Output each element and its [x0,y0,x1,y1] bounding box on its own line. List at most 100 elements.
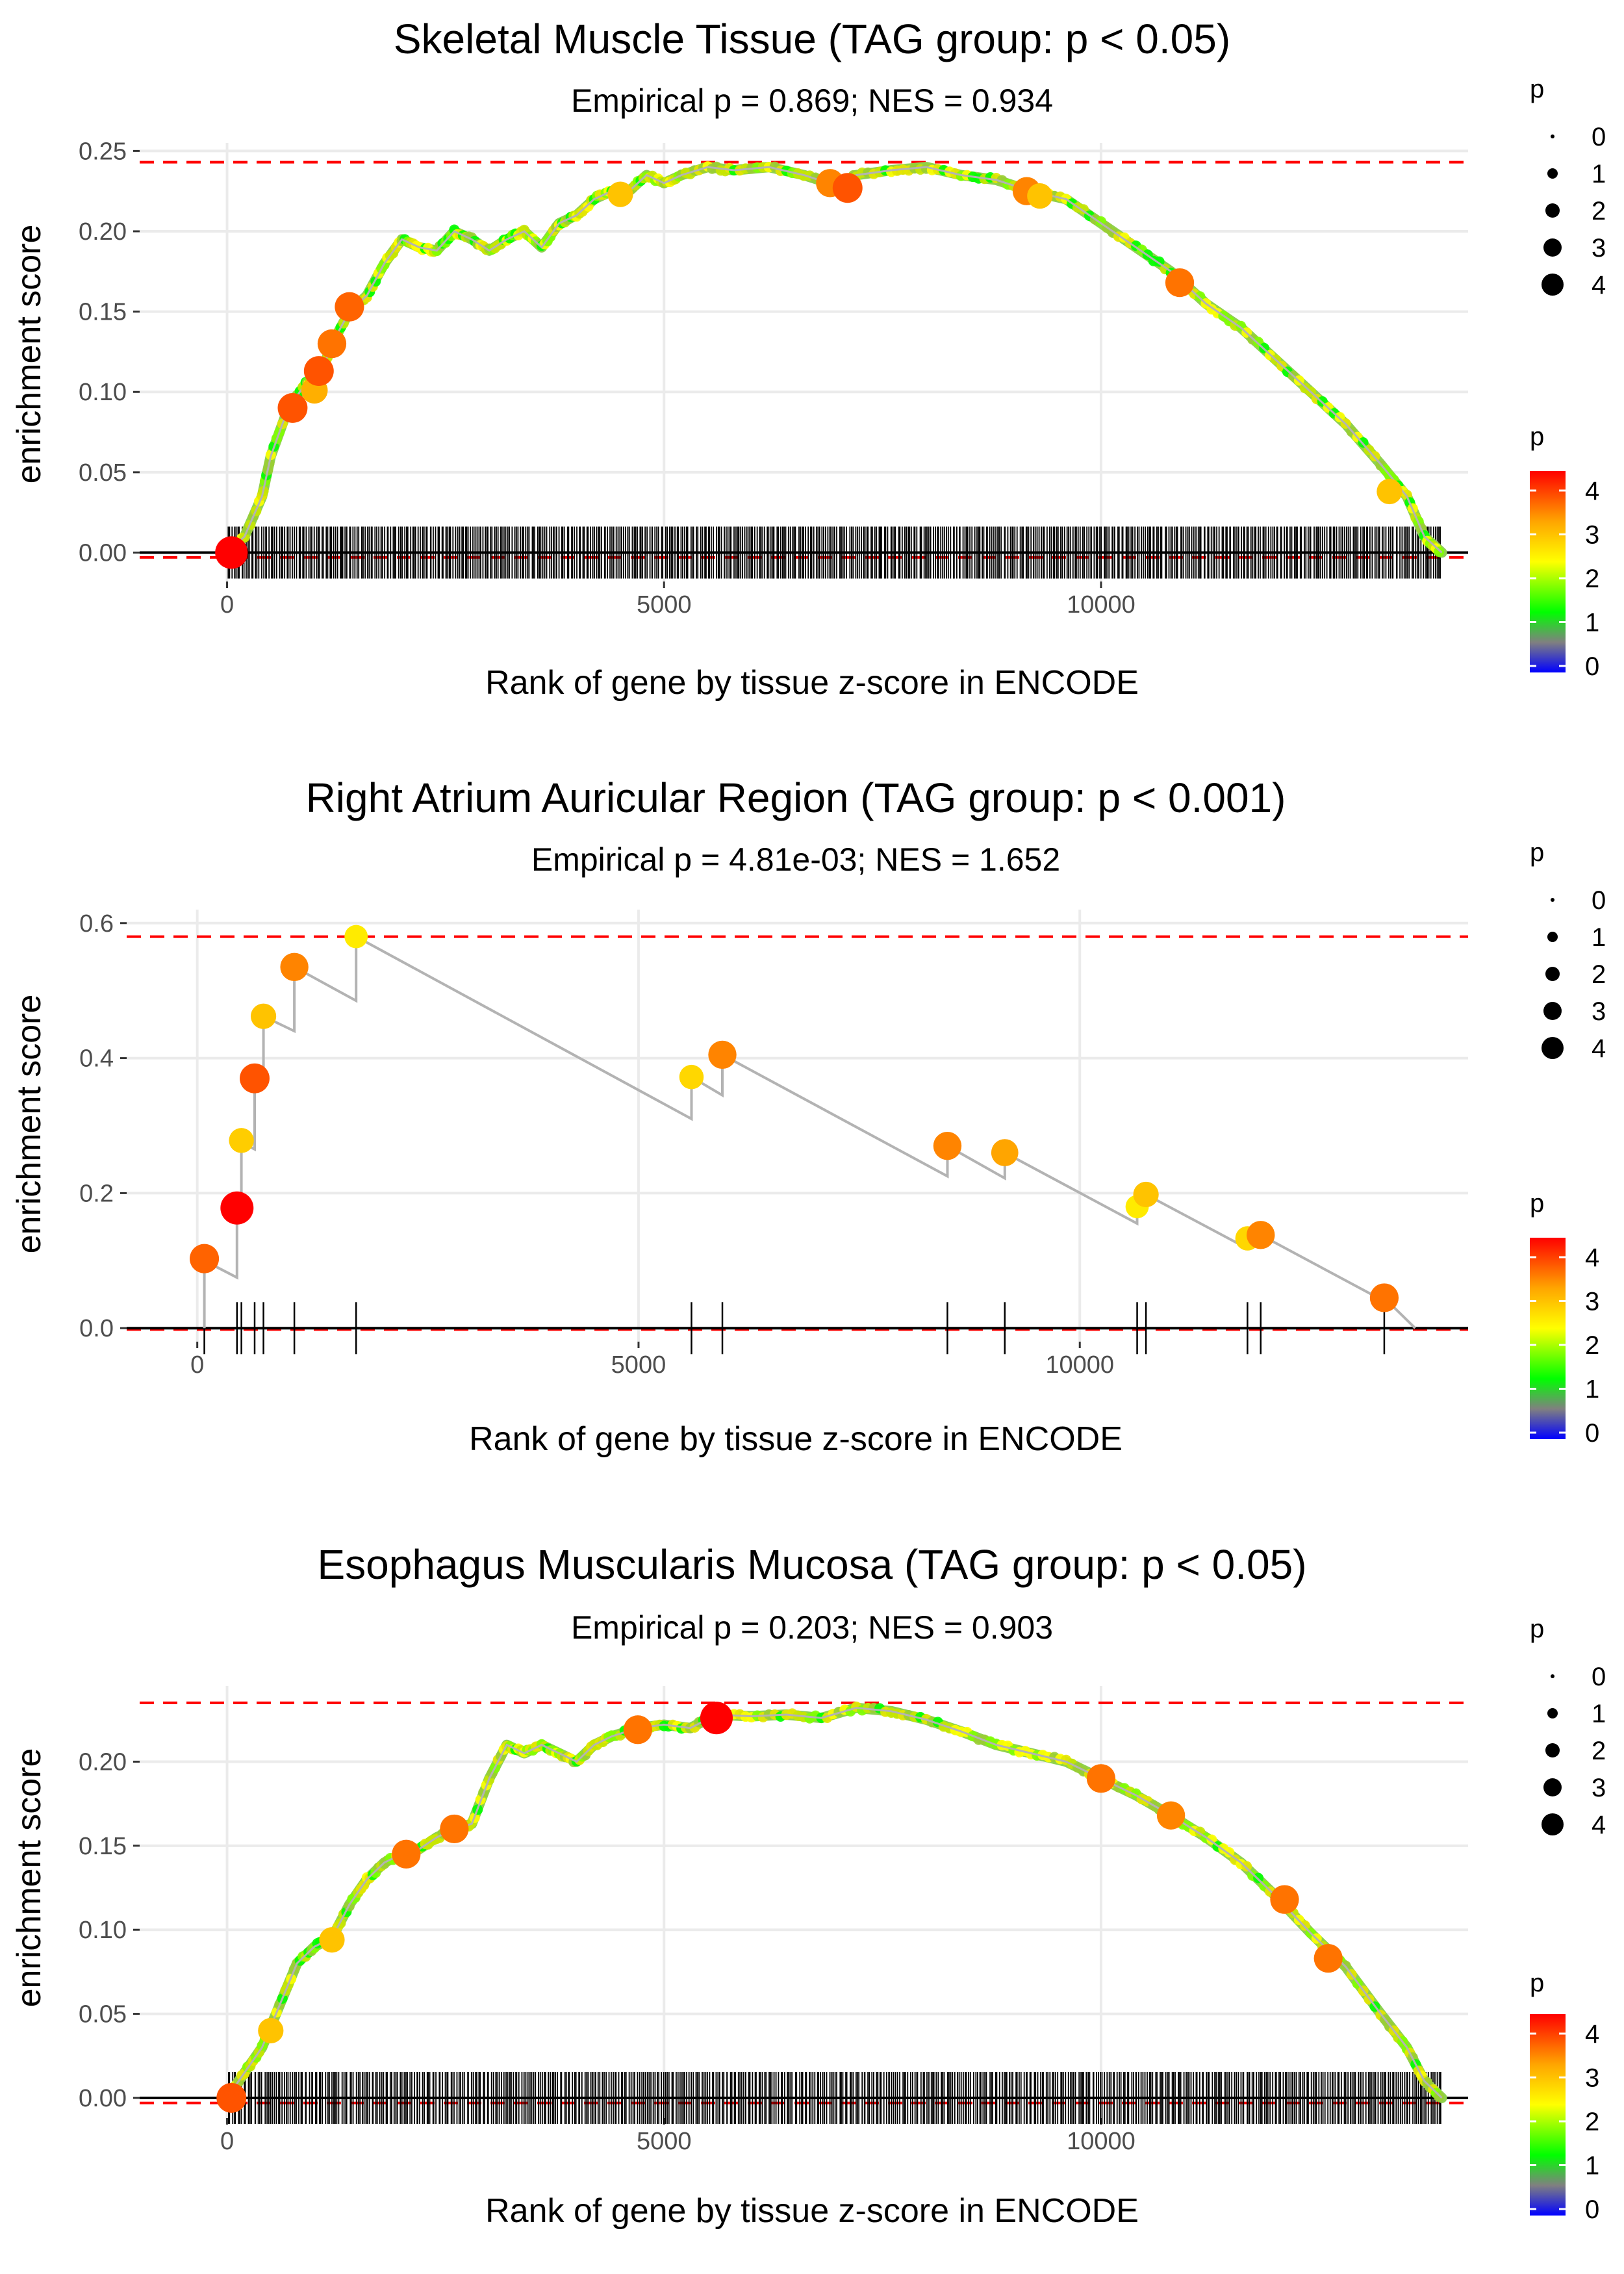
chart-subtitle: Empirical p = 4.81e-03; NES = 1.652 [531,841,1060,878]
size-legend-dot [1547,1708,1558,1718]
chart-title: Skeletal Muscle Tissue (TAG group: p < 0… [394,16,1230,62]
size-legend-dot [1545,203,1560,218]
y-tick-label: 0.4 [79,1045,114,1073]
legend: p 0 1 2 3 4 p 4 3 2 1 0 [1530,838,1606,1448]
size-legend-dot [1547,168,1558,179]
size-legend: 0 1 2 3 4 [1542,123,1606,300]
size-legend: 0 1 2 3 4 [1542,1663,1606,1839]
color-bar [1530,2014,1566,2216]
curve-point [1434,2091,1445,2102]
hit-point [1027,183,1053,209]
plot-area: 0.00 0.05 0.10 0.15 0.20 0 5000 10000 [79,1686,1468,2155]
hit-point [258,2017,284,2044]
hit-point [280,952,309,982]
y-tick-label: 0.05 [79,2001,127,2028]
size-legend-label: 2 [1592,1737,1606,1765]
hit-point [392,1839,421,1869]
curve-point [1241,1861,1252,1872]
x-axis-label: Rank of gene by tissue z-score in ENCODE [485,664,1139,702]
es-curve-band [222,1702,1447,2103]
color-legend: 4 3 2 1 0 [1530,2014,1599,2224]
es-curve-band [222,162,1447,558]
color-legend: 4 3 2 1 0 [1530,471,1599,681]
size-legend: 0 1 2 3 4 [1542,886,1606,1063]
color-legend-title: p [1530,422,1544,451]
hit-point [679,1064,704,1090]
hit-point [303,356,334,387]
color-bar [1530,1238,1566,1439]
hit-point [832,173,863,203]
size-legend-label: 0 [1592,886,1606,915]
hit-point [1313,1944,1343,1973]
hit-point [216,2082,247,2113]
color-legend-label: 4 [1585,2020,1599,2049]
hit-point [1133,1181,1159,1208]
x-tick-label: 0 [220,591,234,619]
chart-subtitle: Empirical p = 0.203; NES = 0.903 [571,1609,1053,1646]
y-tick-label: 0.00 [79,2085,127,2112]
y-tick-label: 0.10 [79,379,127,406]
size-legend-label: 1 [1592,160,1606,188]
curve-point [1195,291,1206,302]
size-legend-dot [1543,1002,1562,1020]
size-legend-dot [1545,1743,1560,1757]
hit-point [229,1128,254,1153]
chart-title: Right Atrium Auricular Region (TAG group… [306,774,1286,821]
legend: p 0 1 2 3 4 p 4 3 2 1 0 [1530,75,1606,681]
color-legend-label: 1 [1585,2152,1599,2180]
size-legend-title: p [1530,838,1544,867]
y-tick-label: 0.15 [79,1833,127,1860]
size-legend-dot [1547,932,1558,942]
size-legend-label: 4 [1592,1034,1606,1063]
chart-subtitle: Empirical p = 0.869; NES = 0.934 [571,83,1053,119]
hit-point [991,1139,1019,1166]
y-tick-label: 0.15 [79,299,127,326]
color-legend-label: 3 [1585,521,1599,550]
x-tick-label: 0 [190,1351,204,1379]
color-legend-title: p [1530,1189,1544,1218]
x-tick-label: 10000 [1067,591,1136,619]
hit-point [623,1715,652,1744]
hit-point [607,181,633,207]
x-tick-label: 0 [220,2128,234,2155]
hit-point [1369,1283,1399,1312]
hit-point [1377,478,1402,505]
size-legend-dot [1542,1813,1564,1835]
hit-point [344,925,368,949]
hit-point [240,1063,270,1093]
y-axis-label: enrichment score [10,225,48,484]
color-legend-label: 2 [1585,565,1599,593]
size-legend-label: 0 [1592,123,1606,151]
size-legend-label: 0 [1592,1663,1606,1691]
color-bar [1530,471,1566,672]
color-legend-label: 4 [1585,477,1599,505]
x-axis-label: Rank of gene by tissue z-score in ENCODE [469,1420,1123,1458]
color-legend-label: 4 [1585,1244,1599,1272]
x-tick-label: 10000 [1045,1351,1114,1379]
hit-point [700,1702,733,1735]
color-legend-label: 0 [1585,652,1599,681]
y-axis-label: enrichment score [10,995,48,1254]
x-axis-label: Rank of gene by tissue z-score in ENCODE [485,2192,1139,2230]
color-legend-label: 1 [1585,1375,1599,1404]
color-legend-label: 1 [1585,609,1599,637]
y-tick-label: 0.05 [79,459,127,487]
size-legend-label: 1 [1592,1700,1606,1728]
size-legend-label: 4 [1592,271,1606,300]
color-legend-label: 0 [1585,2195,1599,2224]
hit-point [215,536,248,569]
color-legend-label: 3 [1585,1288,1599,1316]
x-tick-label: 5000 [637,591,692,619]
hit-point [250,1003,277,1029]
y-tick-label: 0.25 [79,138,127,165]
size-legend-dot [1542,1037,1564,1059]
color-legend-label: 3 [1585,2064,1599,2093]
size-legend-dot [1545,967,1560,981]
hit-point [1086,1764,1116,1793]
hit-point [220,1191,254,1225]
x-tick-label: 10000 [1067,2128,1136,2155]
y-axis-label: enrichment score [10,1748,48,2008]
size-legend-dot [1551,134,1554,138]
hit-point [277,393,308,423]
